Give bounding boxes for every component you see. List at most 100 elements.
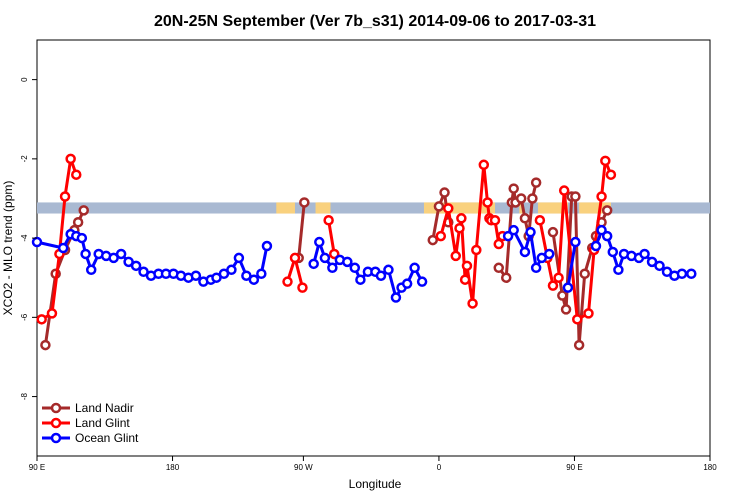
data-point [557,290,568,301]
data-point [241,270,252,281]
data-point [427,234,439,246]
data-point [459,274,471,285]
data-point [530,262,542,274]
data-point [433,201,445,212]
data-point [439,187,450,198]
data-point [596,191,607,202]
data-point [583,308,594,319]
data-point [342,256,353,268]
series-line [327,220,336,255]
legend-marker [50,432,62,444]
data-point [31,236,43,248]
data-point [454,222,465,234]
data-point [600,155,611,167]
data-point [590,240,602,252]
x-tick-label: 90 W [294,463,313,472]
data-point [282,276,293,287]
data-point [59,191,71,202]
axes: 90 E 180 90 W 0 90 E 180 0 -2 -4 -6 -8 [20,77,717,472]
data-point [560,304,572,315]
data-point [508,183,519,194]
data-point [493,262,505,274]
legend-label: Land Glint [75,416,130,430]
band-highlight [538,202,568,214]
x-axis-label: Longitude [349,477,402,491]
data-point [450,250,462,262]
data-point [613,264,624,276]
data-point [383,264,394,276]
x-tick-label: 180 [703,463,717,472]
data-point [558,185,570,196]
y-tick-label: -6 [20,313,29,321]
chart-title: 20N-25N September (Ver 7b_s31) 2014-09-0… [154,13,596,30]
x-tick-label: 90 E [29,463,45,472]
plot-frame [36,39,711,457]
data-point [72,216,84,228]
data-point [676,268,688,280]
series-line [439,163,504,305]
data-point [130,260,142,272]
legend-marker [50,402,62,414]
y-tick-label: -8 [20,392,29,400]
data-point [416,276,428,287]
data-point [190,270,202,281]
data-point [489,215,501,226]
data-point [319,252,331,264]
data-point [327,262,338,274]
data-point [40,339,51,351]
data-point [65,153,76,165]
data-point [138,266,149,278]
data-point [233,252,245,264]
y-axis-label: XCO2 - MLO trend (ppm) [1,181,15,316]
data-point [226,264,237,276]
data-point [646,256,658,268]
data-point [115,248,127,260]
data-point [76,232,88,244]
data-point [248,274,260,285]
band-highlight [317,202,331,214]
data-point [543,248,555,260]
data-point [218,268,230,280]
data-point [478,159,490,171]
data-point [530,177,542,188]
data-point [443,203,454,214]
series-line [566,241,577,288]
data-point [519,246,531,258]
x-tick-label: 0 [437,463,442,472]
data-point [515,193,527,204]
x-tick-label: 180 [166,463,180,472]
data-point [46,308,58,319]
data-point [601,230,613,242]
data-point [349,262,361,274]
data-point [502,230,514,242]
band-highlight [276,202,295,214]
data-point [562,282,574,293]
data-point [572,314,583,325]
legend-label: Ocean Glint [75,431,139,445]
band-base [37,202,710,214]
data-point [261,240,273,252]
data-point [211,272,222,283]
data-point [328,248,340,260]
series-layer [31,153,697,351]
data-point [375,270,387,281]
data-point [123,256,134,268]
y-tick-label: 0 [20,77,29,82]
data-point [57,242,69,254]
data-point [85,264,97,276]
data-point [482,197,493,208]
data-point [553,272,564,283]
data-point [654,260,665,272]
data-point [314,236,325,248]
band-highlight [519,202,524,214]
data-point [686,268,697,280]
data-point [471,244,482,256]
reference-band [37,202,710,214]
data-point [108,252,119,264]
data-point [71,169,82,180]
band-highlight [423,202,496,214]
data-point [579,268,590,280]
data-point [78,205,89,216]
series-ocean-glint [31,224,697,303]
